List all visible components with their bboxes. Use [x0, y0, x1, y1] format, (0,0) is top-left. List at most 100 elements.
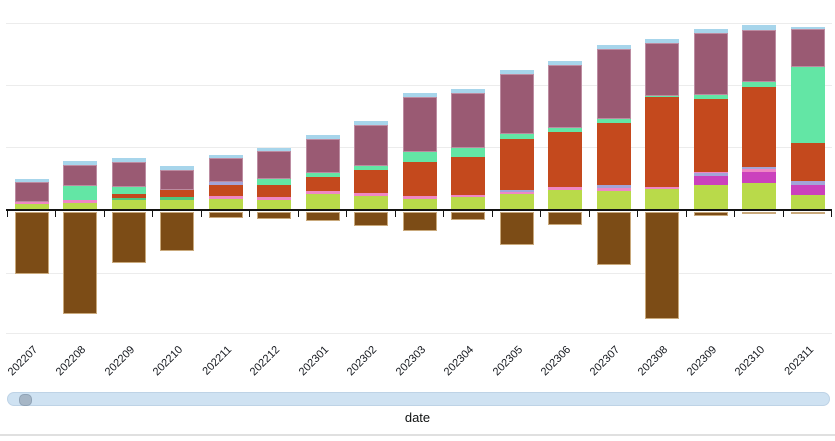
bar-segment-lime-202306[interactable] [548, 189, 582, 210]
bar-segment-purple-202304[interactable] [451, 92, 485, 148]
bar-segment-pink-202301[interactable] [305, 191, 340, 194]
bar-segment-mint-202209[interactable] [111, 186, 146, 194]
bar-segment-lime-202304[interactable] [451, 196, 485, 210]
bar-segment-mint-202308[interactable] [645, 95, 679, 97]
bar-segment-lime-202309[interactable] [693, 184, 728, 210]
bar-segment-purple-202207[interactable] [14, 182, 49, 202]
bar-segment-brown-202209[interactable] [111, 211, 146, 263]
bar-segment-purple-202306[interactable] [548, 64, 582, 128]
bar-segment-periwinkle-202311[interactable] [790, 181, 825, 185]
bar-segment-pink-202303[interactable] [402, 196, 437, 199]
bar-segment-purple-202210[interactable] [160, 169, 194, 190]
bar-segment-lime-202305[interactable] [499, 193, 534, 210]
bar-segment-orange-202307[interactable] [596, 123, 631, 185]
bar-segment-pink-202211[interactable] [208, 196, 243, 199]
bar-segment-purple-202303[interactable] [402, 97, 437, 152]
bar-segment-brown-202207[interactable] [14, 211, 49, 274]
bar-segment-periwinkle-202309[interactable] [693, 172, 728, 176]
bar-segment-skyblue-202207[interactable] [14, 178, 49, 182]
bar-segment-brown-202305[interactable] [499, 211, 534, 245]
horizontal-scrollbar-track[interactable] [7, 392, 830, 406]
bar-segment-skyblue-202306[interactable] [548, 61, 582, 65]
bar-segment-purple-202308[interactable] [645, 42, 679, 96]
bar-segment-pink-202306[interactable] [548, 186, 582, 190]
bar-segment-orange-202301[interactable] [305, 176, 340, 191]
bar-segment-purple-202305[interactable] [499, 73, 534, 134]
bar-segment-skyblue-202209[interactable] [111, 158, 146, 162]
bar-segment-lime-202212[interactable] [257, 199, 291, 210]
bar-segment-skyblue-202302[interactable] [354, 121, 388, 125]
bar-segment-lime-202209[interactable] [111, 199, 146, 210]
bar-segment-pink-202212[interactable] [257, 197, 291, 200]
bar-segment-purple-202212[interactable] [257, 150, 291, 179]
bar-segment-mint-202309[interactable] [693, 95, 728, 99]
bar-segment-skyblue-202309[interactable] [693, 28, 728, 33]
bar-segment-mint-202301[interactable] [305, 173, 340, 177]
bar-segment-brown-202307[interactable] [596, 211, 631, 265]
bar-segment-pink-202208[interactable] [63, 200, 97, 203]
bar-segment-brown-202309[interactable] [693, 211, 728, 216]
bar-segment-green-202210[interactable] [160, 197, 194, 200]
bar-segment-orange-202209[interactable] [111, 193, 146, 198]
bar-segment-lime-202207[interactable] [14, 204, 49, 210]
bar-segment-magenta-202309[interactable] [693, 175, 728, 185]
bar-segment-orange-202210[interactable] [160, 189, 194, 197]
bar-segment-mint-202302[interactable] [354, 166, 388, 170]
bar-segment-lime-202303[interactable] [402, 198, 437, 210]
bar-segment-purple-202208[interactable] [63, 164, 97, 186]
bar-segment-brown-202310[interactable] [742, 211, 776, 214]
bar-segment-skyblue-202301[interactable] [305, 135, 340, 139]
bar-segment-periwinkle-202310[interactable] [742, 166, 776, 169]
bar-segment-skyblue-202307[interactable] [596, 44, 631, 49]
bar-segment-brown-202301[interactable] [305, 211, 340, 221]
bar-segment-mint-202305[interactable] [499, 133, 534, 139]
bar-segment-purple-202209[interactable] [111, 161, 146, 187]
bar-segment-skyblue-202208[interactable] [63, 160, 97, 165]
bar-segment-skyblue-202311[interactable] [790, 27, 825, 29]
bar-segment-brown-202302[interactable] [354, 211, 388, 226]
bar-segment-periwinkle-202211[interactable] [208, 182, 243, 185]
bar-segment-pink-202307[interactable] [596, 187, 631, 191]
bar-segment-mint-202304[interactable] [451, 147, 485, 157]
bar-segment-purple-202310[interactable] [742, 29, 776, 82]
bar-segment-mint-202303[interactable] [402, 152, 437, 162]
bar-segment-skyblue-202308[interactable] [645, 38, 679, 43]
bar-segment-skyblue-202211[interactable] [208, 154, 243, 158]
bar-segment-skyblue-202310[interactable] [742, 25, 776, 30]
bar-segment-skyblue-202212[interactable] [257, 147, 291, 151]
bar-segment-brown-202303[interactable] [402, 211, 437, 231]
bar-segment-brown-202308[interactable] [645, 211, 679, 319]
bar-segment-brown-202208[interactable] [63, 211, 97, 314]
bar-segment-orange-202310[interactable] [742, 86, 776, 167]
bar-segment-brown-202212[interactable] [257, 211, 291, 219]
bar-segment-orange-202303[interactable] [402, 162, 437, 196]
bar-segment-orange-202311[interactable] [790, 143, 825, 181]
bar-segment-lime-202210[interactable] [160, 199, 194, 210]
bar-segment-brown-202211[interactable] [208, 211, 243, 218]
bar-segment-brown-202306[interactable] [548, 211, 582, 225]
bar-segment-magenta-202310[interactable] [742, 171, 776, 183]
bar-segment-mint-202306[interactable] [548, 128, 582, 132]
bar-segment-pink-202305[interactable] [499, 192, 534, 194]
bar-segment-mint-202310[interactable] [742, 81, 776, 87]
bar-segment-brown-202304[interactable] [451, 211, 485, 220]
bar-segment-pink-202310[interactable] [742, 169, 776, 172]
bar-segment-purple-202301[interactable] [305, 138, 340, 173]
bar-segment-periwinkle-202307[interactable] [596, 184, 631, 188]
bar-segment-lime-202302[interactable] [354, 196, 388, 210]
bar-segment-skyblue-202305[interactable] [499, 69, 534, 74]
bar-segment-skyblue-202304[interactable] [451, 88, 485, 93]
bar-segment-lime-202301[interactable] [305, 193, 340, 210]
bar-segment-green-202209[interactable] [111, 197, 146, 200]
horizontal-scrollbar-handle[interactable] [19, 394, 32, 406]
bar-segment-lime-202311[interactable] [790, 194, 825, 210]
bar-segment-orange-202304[interactable] [451, 156, 485, 195]
bar-segment-mint-202212[interactable] [257, 179, 291, 185]
bar-segment-purple-202309[interactable] [693, 33, 728, 95]
bar-segment-purple-202211[interactable] [208, 157, 243, 182]
bar-segment-orange-202302[interactable] [354, 170, 388, 193]
bar-segment-purple-202302[interactable] [354, 125, 388, 166]
bar-segment-orange-202305[interactable] [499, 138, 534, 190]
bar-segment-magenta-202311[interactable] [790, 184, 825, 195]
bar-segment-skyblue-202303[interactable] [402, 93, 437, 97]
